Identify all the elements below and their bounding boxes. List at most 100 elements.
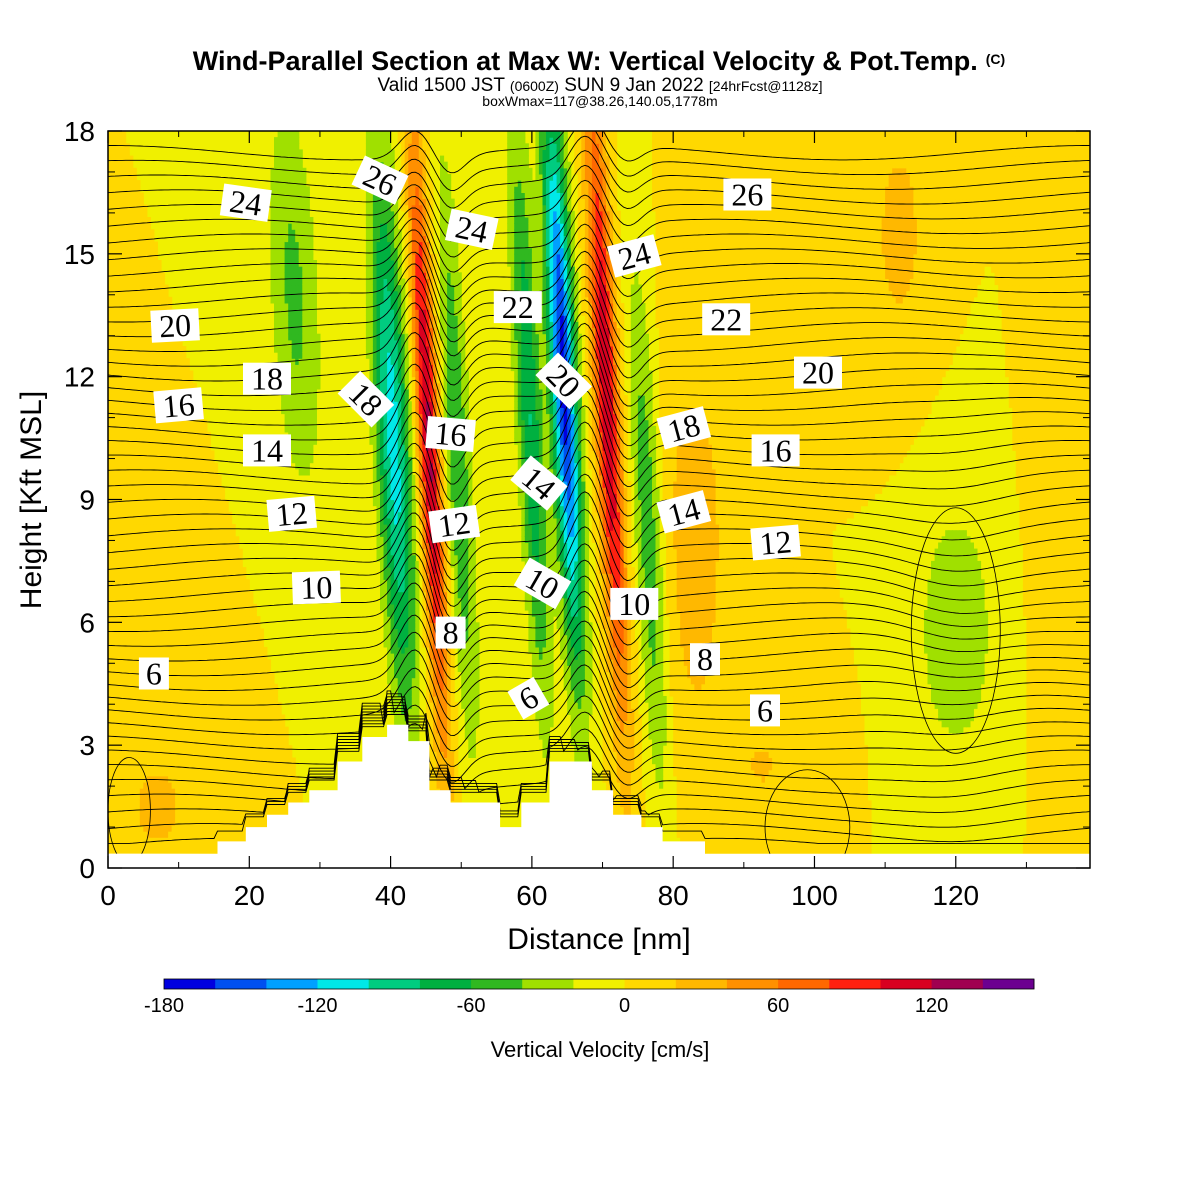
w-cell	[217, 548, 222, 556]
w-cell	[189, 671, 194, 679]
w-cell	[196, 708, 201, 715]
w-cell	[196, 775, 201, 783]
w-cell	[115, 806, 120, 814]
w-cell	[171, 358, 176, 365]
w-cell	[192, 837, 197, 844]
w-cell	[178, 450, 183, 458]
w-cell	[369, 241, 374, 249]
w-cell	[242, 696, 247, 703]
w-cell	[168, 364, 173, 372]
w-cell	[305, 333, 310, 341]
w-cell	[129, 155, 134, 163]
w-cell	[221, 603, 226, 611]
w-cell	[281, 217, 286, 224]
w-cell	[168, 726, 173, 734]
w-cell	[270, 800, 275, 808]
w-cell	[139, 763, 144, 771]
w-cell	[298, 358, 303, 365]
w-cell	[387, 603, 392, 611]
w-cell	[115, 677, 120, 685]
w-cell	[157, 339, 162, 347]
w-cell	[143, 653, 148, 660]
w-cell	[277, 278, 282, 286]
w-cell	[108, 677, 113, 685]
w-cell	[387, 395, 392, 402]
w-cell	[150, 530, 155, 537]
w-cell	[228, 610, 233, 617]
w-cell	[161, 370, 166, 378]
w-cell	[182, 634, 187, 642]
w-cell	[129, 309, 134, 316]
w-cell	[284, 321, 289, 329]
w-cell	[231, 683, 236, 691]
w-cell	[372, 339, 377, 347]
w-cell	[295, 321, 300, 329]
w-cell	[161, 696, 166, 703]
w-cell	[256, 775, 261, 783]
w-cell	[277, 806, 282, 814]
w-cell	[217, 493, 222, 501]
w-cell	[383, 278, 388, 286]
w-cell	[281, 352, 286, 359]
w-cell	[111, 720, 116, 728]
w-cell	[238, 665, 243, 672]
w-cell	[210, 849, 215, 857]
w-cell	[228, 542, 233, 550]
w-cell	[238, 751, 243, 758]
w-cell	[125, 677, 130, 685]
w-cell	[295, 131, 300, 138]
w-cell	[214, 763, 219, 771]
w-cell	[196, 825, 201, 832]
w-cell	[175, 567, 180, 574]
w-cell	[270, 284, 275, 292]
w-cell	[231, 628, 236, 636]
w-cell	[228, 585, 233, 593]
w-cell	[132, 321, 137, 329]
w-cell	[178, 769, 183, 777]
w-cell	[171, 431, 176, 439]
w-cell	[153, 610, 158, 617]
w-cell	[136, 192, 141, 200]
w-cell	[143, 745, 148, 752]
w-cell	[108, 204, 113, 212]
w-cell	[168, 831, 173, 838]
w-cell	[108, 708, 113, 715]
w-cell	[372, 229, 377, 236]
w-cell	[108, 775, 113, 783]
w-cell	[298, 192, 303, 200]
w-cell	[192, 831, 197, 838]
w-cell	[139, 327, 144, 335]
w-cell	[118, 634, 123, 642]
w-cell	[132, 745, 137, 752]
w-cell	[245, 818, 250, 826]
w-cell	[214, 806, 219, 814]
w-cell	[139, 419, 144, 427]
w-cell	[295, 149, 300, 157]
w-cell	[224, 640, 229, 648]
w-cell	[199, 524, 204, 531]
w-cell	[376, 284, 381, 292]
w-cell	[214, 849, 219, 857]
w-cell	[383, 284, 388, 292]
w-cell	[168, 542, 173, 550]
w-cell	[129, 229, 134, 236]
w-cell	[263, 659, 268, 666]
w-cell	[125, 560, 130, 568]
w-cell	[189, 653, 194, 660]
w-cell	[143, 788, 148, 795]
w-cell	[221, 591, 226, 599]
w-cell	[295, 161, 300, 169]
w-cell	[157, 597, 162, 605]
w-cell	[242, 603, 247, 611]
w-cell	[157, 370, 162, 378]
w-cell	[168, 431, 173, 439]
w-cell	[309, 401, 314, 408]
w-cell	[129, 573, 134, 580]
w-cell	[210, 763, 215, 771]
w-cell	[192, 382, 197, 390]
w-cell	[189, 462, 194, 470]
w-cell	[115, 167, 120, 175]
w-cell	[111, 223, 116, 230]
w-cell	[108, 382, 113, 390]
w-cell	[274, 149, 279, 157]
